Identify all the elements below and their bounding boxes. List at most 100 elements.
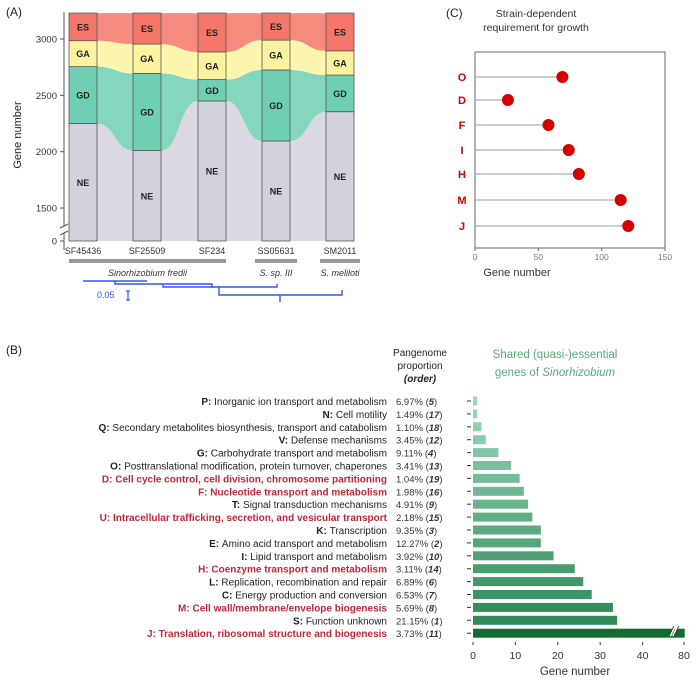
strain-label: SS05631 bbox=[257, 246, 294, 256]
category-label-b: Q: Secondary metabolites biosynthesis, t… bbox=[99, 423, 387, 434]
flow-ribbon-gd bbox=[226, 69, 262, 141]
category-code: V: bbox=[279, 436, 291, 447]
proportion-order: 17 bbox=[429, 410, 440, 421]
proportion-close: ) bbox=[439, 410, 442, 421]
segment-label-ne: NE bbox=[270, 186, 283, 196]
bar-j bbox=[473, 628, 685, 638]
category-code: O: bbox=[110, 462, 124, 473]
x-tick-label-b: 0 bbox=[470, 650, 476, 662]
group-bar bbox=[69, 259, 226, 263]
proportion-close: ) bbox=[439, 616, 442, 627]
proportion-pct: 5.69% ( bbox=[396, 603, 430, 614]
bar-h bbox=[473, 564, 575, 574]
column-header: Pangenome bbox=[393, 348, 447, 359]
category-name: Cell motility bbox=[336, 410, 387, 421]
bar-g bbox=[473, 448, 499, 458]
proportion-close: ) bbox=[439, 436, 442, 447]
flow-ribbon-ga bbox=[161, 44, 198, 80]
flow-ribbon-gd bbox=[161, 73, 198, 151]
proportion-close: ) bbox=[439, 513, 442, 524]
category-label-b: D: Cell cycle control, cell division, ch… bbox=[102, 474, 387, 485]
segment-label-es: ES bbox=[141, 24, 153, 34]
bar-segment-ne bbox=[197, 100, 227, 242]
y-tick-label-a: 1500 bbox=[36, 204, 57, 215]
title-text: genes of bbox=[495, 367, 542, 379]
category-code: H: bbox=[198, 565, 211, 576]
category-name: Carbohydrate transport and metabolism bbox=[211, 449, 387, 460]
bar-e bbox=[473, 538, 541, 548]
proportion-order: 5 bbox=[429, 397, 435, 408]
proportion-close: ) bbox=[434, 526, 437, 537]
category-label-b: K: Transcription bbox=[316, 526, 387, 537]
segment-label-ga: GA bbox=[333, 58, 347, 68]
category-label-c: H bbox=[458, 169, 466, 181]
pangenome-proportion: 3.11% (14) bbox=[396, 565, 442, 576]
proportion-close: ) bbox=[439, 487, 442, 498]
panel-a: (A) 0 1500 2000 2500 3000 Gene number NE GD GA ES S… bbox=[6, 5, 361, 302]
proportion-pct: 3.11% ( bbox=[396, 565, 429, 576]
category-code: F: bbox=[198, 487, 210, 498]
pangenome-proportion: 3.73% (11) bbox=[396, 629, 442, 640]
x-tick-label-b: 10 bbox=[510, 650, 522, 662]
proportion-close: ) bbox=[433, 449, 436, 460]
proportion-pct: 9.11% ( bbox=[396, 449, 429, 460]
bar-k bbox=[473, 525, 541, 535]
bar-segment-es bbox=[68, 12, 98, 42]
y-tick-label-a: 2500 bbox=[36, 91, 57, 102]
category-label-b: P: Inorganic ion transport and metabolis… bbox=[201, 397, 387, 408]
bar-p bbox=[473, 396, 478, 406]
category-code: P: bbox=[201, 397, 214, 408]
axis-break-b-lines bbox=[668, 625, 680, 637]
flow-ribbon-ne bbox=[290, 111, 326, 241]
x-axis-label-c: Gene number bbox=[483, 267, 551, 279]
flow-ribbon-es bbox=[290, 13, 326, 51]
proportion-pct: 6.97% ( bbox=[396, 397, 430, 408]
category-name: Translation, ribosomal structure and bio… bbox=[159, 629, 388, 640]
category-label-b: M: Cell wall/membrane/envelope biogenesi… bbox=[178, 603, 387, 614]
category-name: Cell wall/membrane/envelope biogenesis bbox=[192, 603, 387, 614]
category-label-b: C: Energy production and conversion bbox=[222, 591, 387, 602]
pangenome-proportion: 3.45% (12) bbox=[396, 436, 443, 447]
bar-m bbox=[473, 602, 613, 612]
proportion-close: ) bbox=[434, 500, 437, 511]
category-label-c: F bbox=[459, 120, 466, 132]
proportion-pct: 3.73% ( bbox=[396, 629, 430, 640]
category-name: Secondary metabolites biosynthesis, tran… bbox=[112, 423, 387, 434]
category-code: S: bbox=[293, 616, 306, 627]
flow-ribbon-ga bbox=[226, 40, 262, 80]
category-label-b: U: Intracellular trafficking, secretion,… bbox=[100, 513, 388, 524]
category-label-b: I: Lipid transport and metabolism bbox=[241, 552, 387, 563]
category-name: Lipid transport and metabolism bbox=[250, 552, 387, 563]
category-label-b: H: Coenzyme transport and metabolism bbox=[198, 565, 387, 576]
proportion-pct: 4.91% ( bbox=[396, 500, 430, 511]
proportion-pct: 6.53% ( bbox=[396, 591, 430, 602]
proportion-close: ) bbox=[439, 552, 442, 563]
flow-ribbon-gd bbox=[97, 66, 133, 151]
chart-title-c: requirement for growth bbox=[483, 22, 589, 34]
category-label-b: S: Function unknown bbox=[293, 616, 387, 627]
category-label-c: O bbox=[458, 72, 467, 84]
segment-label-es: ES bbox=[270, 22, 282, 32]
bar-segment-es bbox=[197, 12, 227, 53]
chart-title-b: Shared (quasi-)essential bbox=[493, 349, 618, 361]
pangenome-proportion: 4.91% (9) bbox=[396, 500, 437, 511]
proportion-order: 12 bbox=[429, 436, 440, 447]
proportion-pct: 2.18% ( bbox=[396, 513, 430, 524]
bar-segment-gd bbox=[68, 66, 98, 124]
pangenome-proportion: 6.53% (7) bbox=[396, 591, 437, 602]
y-tick-label-a: 2000 bbox=[36, 147, 57, 158]
pangenome-proportion: 2.18% (15) bbox=[396, 513, 443, 524]
category-code: D: bbox=[102, 474, 115, 485]
group-bar bbox=[320, 259, 360, 263]
category-code: I: bbox=[241, 552, 250, 563]
panel-label-b: (B) bbox=[6, 343, 22, 357]
bar-segment-ga bbox=[132, 43, 162, 74]
segment-label-gd: GD bbox=[76, 91, 90, 101]
flow-ribbon-ga bbox=[290, 40, 326, 76]
category-label-c: J bbox=[459, 221, 465, 233]
proportion-pct: 3.45% ( bbox=[396, 436, 430, 447]
chart-title-b-line2: genes of Sinorhizobium bbox=[495, 367, 616, 379]
proportion-order: 2 bbox=[433, 539, 440, 550]
category-label-b: F: Nucleotide transport and metabolism bbox=[198, 487, 387, 498]
